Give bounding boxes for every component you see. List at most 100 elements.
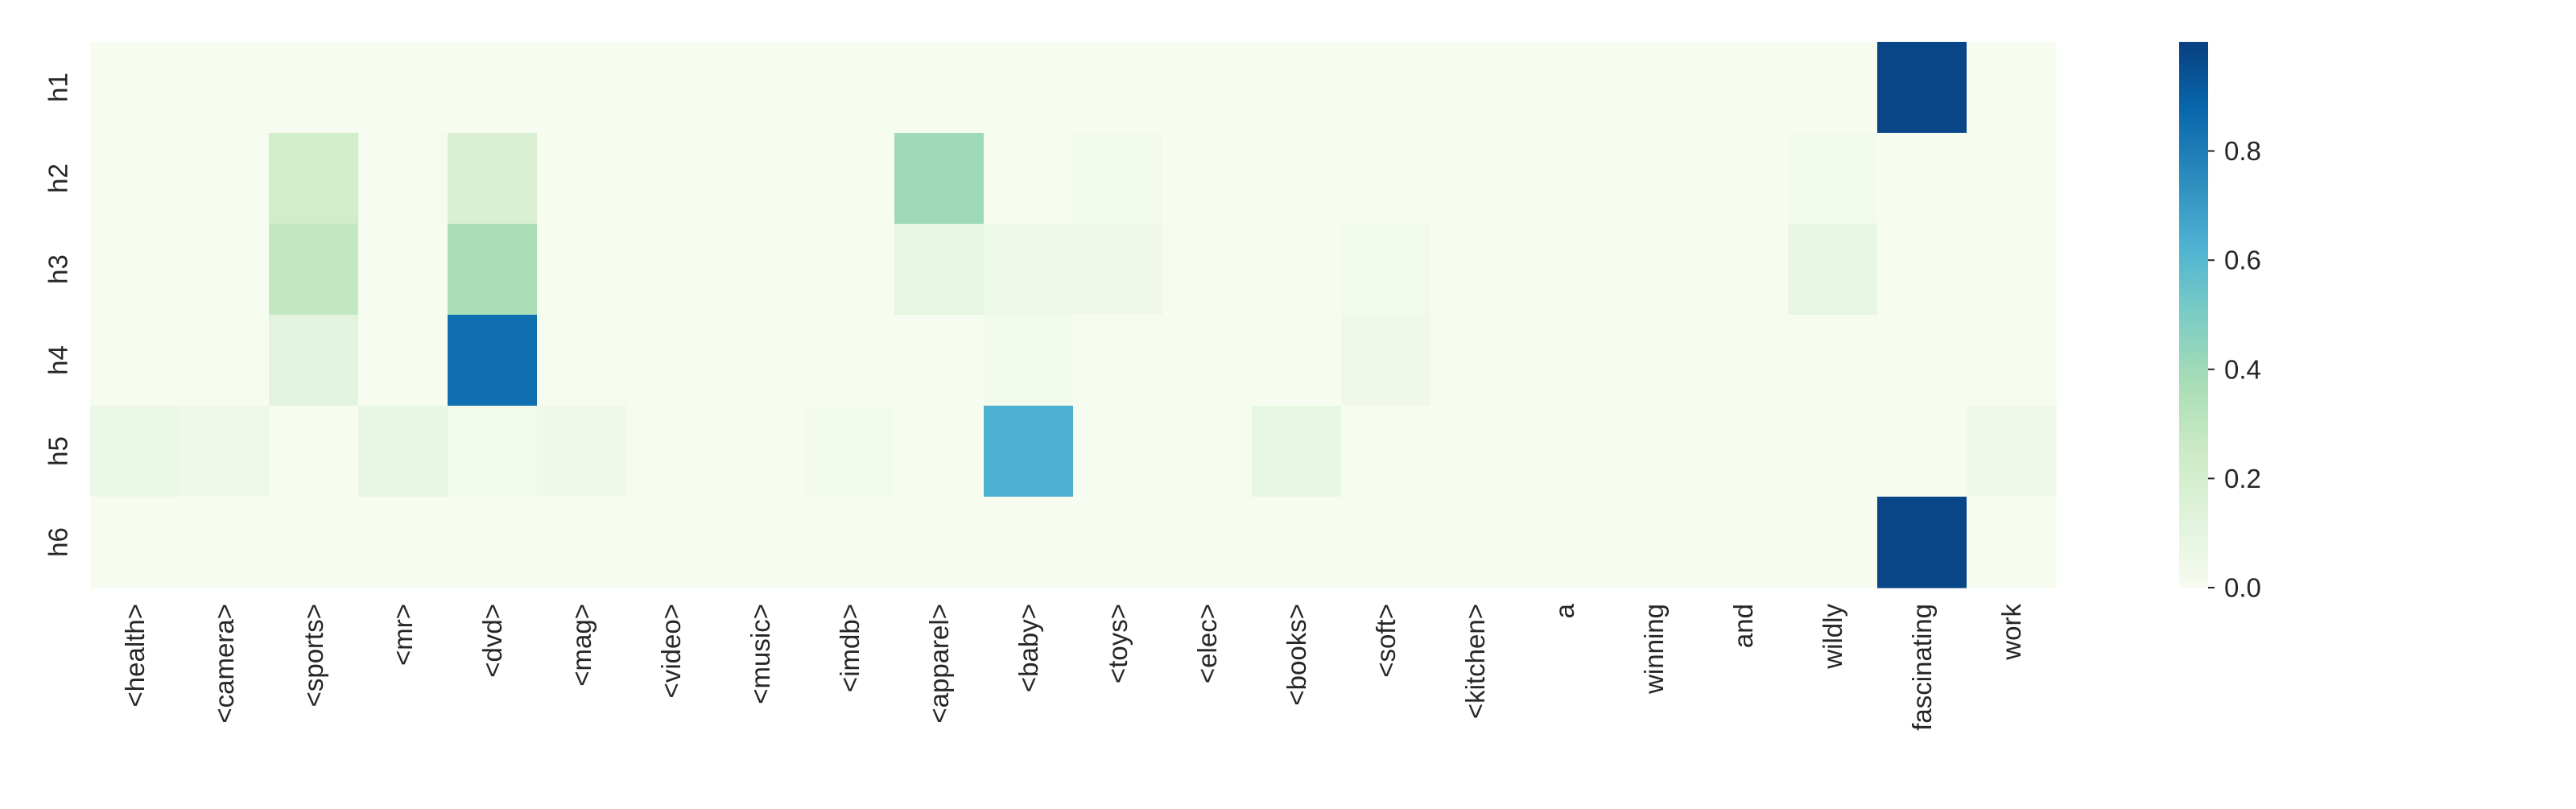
heatmap-cell	[1877, 497, 1967, 588]
heatmap-cell	[716, 497, 806, 588]
heatmap-cell	[90, 42, 180, 134]
column-label: <kitchen>	[1460, 604, 1490, 719]
heatmap-cell	[1699, 133, 1789, 225]
heatmap-cell	[269, 315, 359, 407]
heatmap-cell	[805, 42, 895, 134]
colorbar-tick-label: 0.2	[2224, 464, 2261, 493]
row-tick-labels: h1 h2 h3 h4 h5 h6	[43, 72, 73, 557]
heatmap-cell	[716, 133, 806, 225]
heatmap-cell	[1162, 224, 1253, 316]
column-label: <video>	[656, 604, 686, 698]
heatmap-cell	[269, 224, 359, 316]
column-label: <imdb>	[835, 604, 865, 692]
heatmap-cell	[626, 133, 716, 225]
column-label: <toys>	[1103, 604, 1133, 683]
heatmap-cell	[537, 406, 627, 497]
heatmap-cell	[448, 497, 538, 588]
column-label: <soft>	[1371, 604, 1401, 678]
heatmap-cell	[1609, 497, 1699, 588]
column-label: wildly	[1818, 604, 1847, 670]
heatmap-cell	[716, 406, 806, 497]
heatmap-cell	[1073, 315, 1163, 407]
heatmap-cell	[1967, 133, 2057, 225]
column-label: <camera>	[209, 604, 239, 724]
heatmap-cell	[1430, 406, 1521, 497]
heatmap-cell	[1252, 224, 1342, 316]
heatmap-cell	[1877, 133, 1967, 225]
heatmap-cell	[1877, 224, 1967, 316]
heatmap-cell	[1788, 406, 1878, 497]
heatmap-cell	[805, 315, 895, 407]
heatmap-cell	[984, 406, 1074, 497]
column-label: a	[1550, 603, 1579, 618]
heatmap-cell	[269, 133, 359, 225]
heatmap-cell	[448, 406, 538, 497]
heatmap-cell	[1877, 406, 1967, 497]
heatmap-cell	[1252, 315, 1342, 407]
heatmap-cell	[448, 133, 538, 225]
heatmap-cell	[1877, 42, 1967, 134]
heatmap-cell	[1967, 315, 2057, 407]
heatmap-cell	[1788, 133, 1878, 225]
heatmap-cell	[1073, 42, 1163, 134]
heatmap-cell	[180, 224, 270, 316]
colorbar-tick-label: 0.4	[2224, 354, 2261, 384]
heatmap-cell	[537, 224, 627, 316]
column-label: <health>	[120, 604, 150, 707]
column-label: <baby>	[1013, 604, 1043, 692]
heatmap-cell	[269, 42, 359, 134]
heatmap-cell	[1341, 406, 1431, 497]
heatmap-cell	[1609, 224, 1699, 316]
heatmap-cell	[1162, 42, 1253, 134]
heatmap-cell	[805, 224, 895, 316]
heatmap-cell	[894, 133, 985, 225]
column-label: and	[1728, 604, 1758, 648]
colorbar-tick-label: 0.6	[2224, 246, 2261, 275]
heatmap-cell	[448, 42, 538, 134]
heatmap-cells	[90, 42, 2057, 588]
heatmap-cell	[1877, 315, 1967, 407]
colorbar-gradient	[2179, 42, 2208, 588]
row-label: h6	[43, 527, 73, 557]
heatmap-cell	[805, 133, 895, 225]
heatmap-cell	[537, 497, 627, 588]
column-label: <elec>	[1192, 604, 1222, 683]
heatmap-cell	[90, 497, 180, 588]
heatmap-cell	[716, 42, 806, 134]
column-label: <books>	[1282, 604, 1311, 706]
row-label: h5	[43, 436, 73, 466]
heatmap-cell	[1609, 406, 1699, 497]
heatmap-cell	[180, 315, 270, 407]
heatmap-cell	[1430, 497, 1521, 588]
heatmap-cell	[984, 42, 1074, 134]
column-tick-labels: <health> <camera> <sports> <mr> <dvd> <mag> <v…	[120, 603, 2026, 730]
heatmap-cell	[1967, 224, 2057, 316]
heatmap-cell	[1252, 42, 1342, 134]
heatmap-cell	[358, 406, 448, 497]
heatmap-cell	[1699, 42, 1789, 134]
heatmap-cell	[716, 224, 806, 316]
heatmap-cell	[1430, 42, 1521, 134]
heatmap-cell	[1520, 224, 1610, 316]
row-label: h4	[43, 345, 73, 375]
heatmap-cell	[90, 406, 180, 497]
heatmap-cell	[269, 406, 359, 497]
heatmap-cell	[626, 497, 716, 588]
heatmap-cell	[984, 497, 1074, 588]
heatmap-cell	[1520, 42, 1610, 134]
heatmap-cell	[1341, 224, 1431, 316]
heatmap-cell	[894, 42, 985, 134]
heatmap-cell	[1073, 133, 1163, 225]
heatmap-cell	[1162, 406, 1253, 497]
heatmap-cell	[1699, 224, 1789, 316]
row-label: h3	[43, 254, 73, 284]
heatmap-cell	[1520, 315, 1610, 407]
heatmap-cell	[1073, 406, 1163, 497]
heatmap-cell	[805, 497, 895, 588]
heatmap-cell	[1341, 42, 1431, 134]
row-label: h1	[43, 72, 73, 102]
column-label: <mag>	[567, 604, 597, 687]
heatmap-cell	[1699, 497, 1789, 588]
column-label: <sports>	[299, 604, 328, 707]
